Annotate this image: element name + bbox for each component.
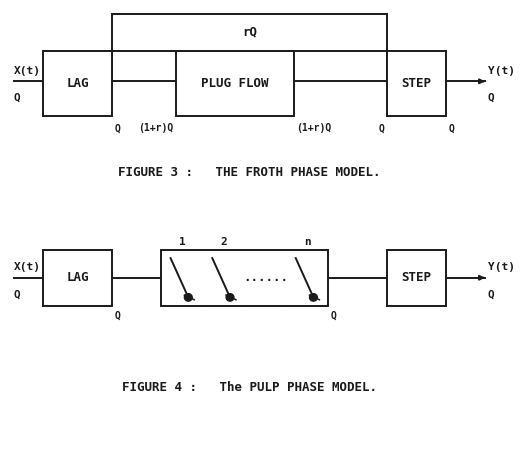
Text: FIGURE 4 :   The PULP PHASE MODEL.: FIGURE 4 : The PULP PHASE MODEL. [122, 381, 377, 394]
Text: LAG: LAG [67, 77, 89, 90]
Text: rQ: rQ [242, 26, 257, 39]
Text: FIGURE 3 :   THE FROTH PHASE MODEL.: FIGURE 3 : THE FROTH PHASE MODEL. [118, 166, 381, 179]
Circle shape [309, 294, 317, 301]
Text: STEP: STEP [401, 271, 432, 284]
Text: Q: Q [448, 123, 454, 133]
Text: X(t): X(t) [14, 66, 41, 76]
Circle shape [185, 294, 192, 301]
Text: (1+r)Q: (1+r)Q [138, 123, 174, 133]
Text: Y(t): Y(t) [488, 66, 514, 76]
Text: Q: Q [379, 123, 384, 133]
Text: Y(t): Y(t) [488, 262, 514, 272]
Bar [387, 51, 446, 117]
Bar [161, 250, 328, 306]
Text: PLUG FLOW: PLUG FLOW [201, 77, 268, 90]
Bar [44, 51, 112, 117]
Text: LAG: LAG [67, 271, 89, 284]
Bar [112, 13, 387, 51]
Circle shape [226, 294, 234, 301]
Text: Q: Q [488, 93, 495, 103]
Text: Q: Q [114, 123, 121, 133]
Text: (1+r)Q: (1+r)Q [296, 123, 331, 133]
Text: n: n [304, 238, 310, 248]
Bar [176, 51, 294, 117]
Text: ......: ...... [243, 271, 288, 284]
Text: 1: 1 [179, 238, 186, 248]
Text: Q: Q [14, 289, 21, 299]
Text: STEP: STEP [401, 77, 432, 90]
Bar [387, 250, 446, 306]
Text: Q: Q [114, 310, 121, 320]
Text: Q: Q [331, 310, 336, 320]
Text: Q: Q [14, 93, 21, 103]
Text: 2: 2 [220, 238, 227, 248]
Bar [44, 250, 112, 306]
Text: X(t): X(t) [14, 262, 41, 272]
Text: Q: Q [488, 289, 495, 299]
